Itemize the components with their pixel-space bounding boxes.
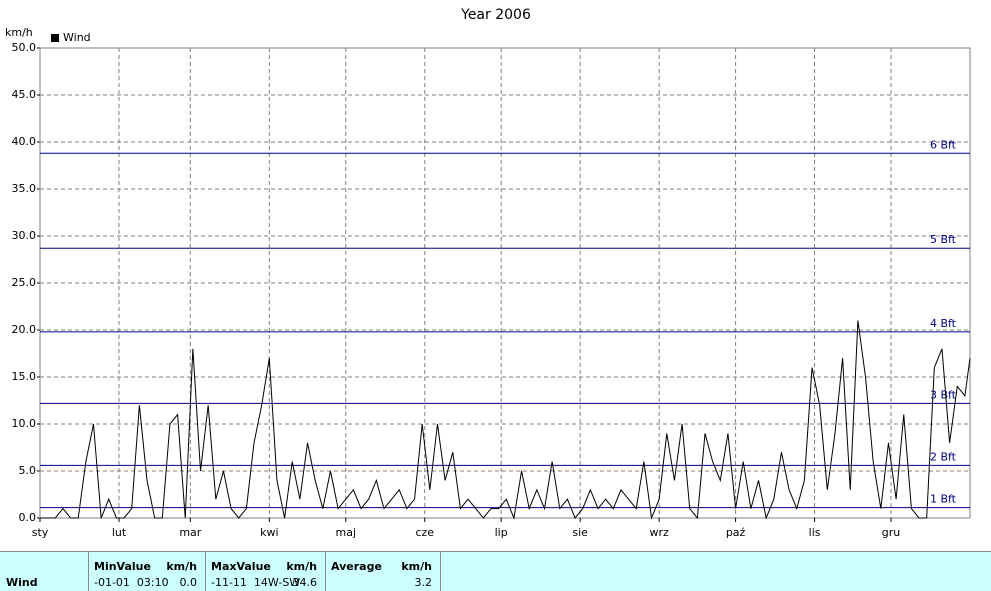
y-tick-label: 25.0 xyxy=(12,276,37,289)
y-tick-label: 45.0 xyxy=(12,88,37,101)
x-tick-label: paź xyxy=(726,526,746,539)
x-tick-label: sty xyxy=(32,526,49,539)
y-tick-label: 35.0 xyxy=(12,182,37,195)
y-tick-label: 10.0 xyxy=(12,417,37,430)
stat-value: 34.6 xyxy=(292,576,318,589)
column-separator xyxy=(205,552,206,591)
x-tick-label: kwi xyxy=(260,526,278,539)
stat-detail: -01-01 03:10 xyxy=(94,576,169,589)
x-tick-label: sie xyxy=(572,526,588,539)
y-axis-label: km/h xyxy=(5,26,33,39)
reference-label: 1 Bft xyxy=(930,493,957,506)
x-tick-label: cze xyxy=(415,526,434,539)
reference-label: 2 Bft xyxy=(930,450,957,463)
reference-label: 5 Bft xyxy=(930,233,957,246)
x-tick-label: lip xyxy=(495,526,508,539)
y-tick-label: 50.0 xyxy=(12,41,37,54)
y-tick-label: 40.0 xyxy=(12,135,37,148)
y-tick-label: 5.0 xyxy=(19,464,37,477)
y-tick-label: 30.0 xyxy=(12,229,37,242)
chart: Year 2006 km/h 0.0 5.0 10.0 15.0 20.0 25.0 30.… xyxy=(5,7,971,539)
stat-unit: km/h xyxy=(401,560,432,573)
x-tick-label: gru xyxy=(882,526,900,539)
column-separator xyxy=(88,552,89,591)
legend-label: Wind xyxy=(63,31,91,44)
x-tick-label: lis xyxy=(809,526,821,539)
reference-label: 3 Bft xyxy=(930,388,957,401)
row-label: Wind xyxy=(6,576,38,589)
stats-table: Wind MinValue km/h -01-01 03:10 0.0 MaxValue k… xyxy=(0,551,991,591)
y-tick-label: 20.0 xyxy=(12,323,37,336)
x-tick-label: maj xyxy=(335,526,356,539)
column-separator xyxy=(440,552,441,591)
reference-label: 6 Bft xyxy=(930,138,957,151)
stat-label: MaxValue xyxy=(211,560,271,573)
x-tick-label: lut xyxy=(112,526,127,539)
stat-unit: km/h xyxy=(166,560,197,573)
stat-label: MinValue xyxy=(94,560,151,573)
y-tick-label: 0.0 xyxy=(19,511,37,524)
column-separator xyxy=(325,552,326,591)
stat-value: 3.2 xyxy=(414,576,433,589)
x-tick-label: mar xyxy=(179,526,201,539)
stat-unit: km/h xyxy=(286,560,317,573)
x-tick-label: wrz xyxy=(650,526,670,539)
stat-detail: -11-11 14W-SW xyxy=(211,576,301,589)
data-line xyxy=(40,320,971,520)
reference-label: 4 Bft xyxy=(930,317,957,330)
stat-value: 0.0 xyxy=(179,576,198,589)
chart-title: Year 2006 xyxy=(460,7,531,23)
y-tick-label: 15.0 xyxy=(12,370,37,383)
legend-swatch xyxy=(51,34,59,42)
stat-label: Average xyxy=(331,560,382,573)
